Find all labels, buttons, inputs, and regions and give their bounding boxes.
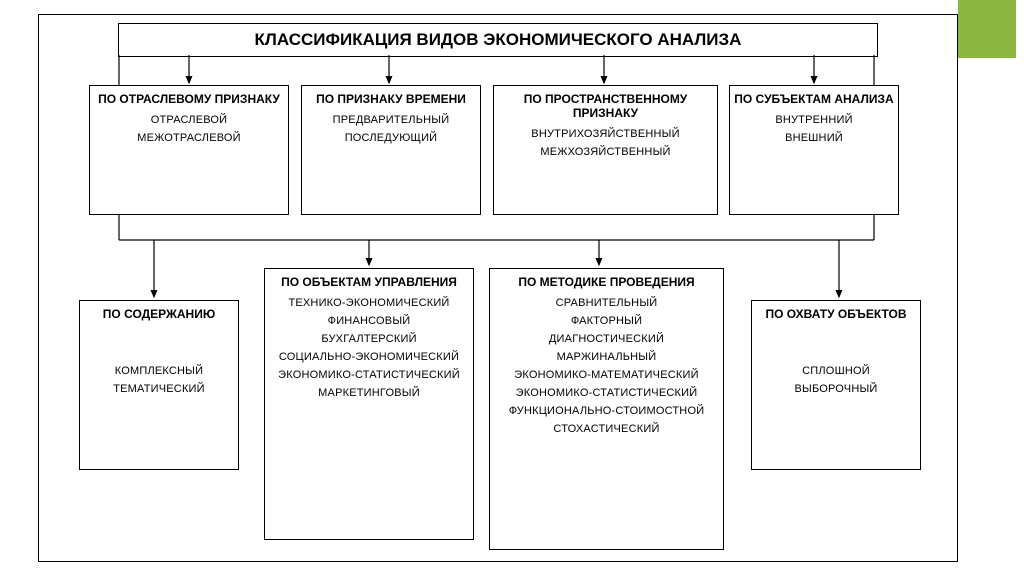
item: ЭКОНОМИКО-СТАТИСТИЧЕСКИЙ [269,369,469,381]
item: ВНУТРИХОЗЯЙСТВЕННЫЙ [498,128,713,140]
item: ВНУТРЕННИЙ [734,114,894,126]
node-subj: ПО СУБЪЕКТАМ АНАЛИЗА ВНУТРЕННИЙ ВНЕШНИЙ [729,85,899,215]
header: ПО ПРОСТРАНСТВЕННОМУ ПРИЗНАКУ [498,92,713,120]
node-otrasl: ПО ОТРАСЛЕВОМУ ПРИЗНАКУ ОТРАСЛЕВОЙ МЕЖОТ… [89,85,289,215]
item: БУХГАЛТЕРСКИЙ [269,333,469,345]
item: ЭКОНОМИКО-СТАТИСТИЧЕСКИЙ [494,387,719,399]
item: ВНЕШНИЙ [734,132,894,144]
header: ПО ОТРАСЛЕВОМУ ПРИЗНАКУ [94,92,284,106]
accent-block [958,0,1016,58]
item: КОМПЛЕКСНЫЙ [84,365,234,377]
node-vremya: ПО ПРИЗНАКУ ВРЕМЕНИ ПРЕДВАРИТЕЛЬНЫЙ ПОСЛ… [301,85,481,215]
node-ohvat: ПО ОХВАТУ ОБЪЕКТОВ СПЛОШНОЙ ВЫБОРОЧНЫЙ [751,300,921,470]
node-metod: ПО МЕТОДИКЕ ПРОВЕДЕНИЯ СРАВНИТЕЛЬНЫЙ ФАК… [489,268,724,550]
header: ПО ОХВАТУ ОБЪЕКТОВ [756,307,916,321]
item: ФИНАНСОВЫЙ [269,315,469,327]
item: МАРЖИНАЛЬНЫЙ [494,351,719,363]
item: ОТРАСЛЕВОЙ [94,114,284,126]
item: ТЕХНИКО-ЭКОНОМИЧЕСКИЙ [269,297,469,309]
item: ПОСЛЕДУЮЩИЙ [306,132,476,144]
item: СПЛОШНОЙ [756,365,916,377]
header: ПО СОДЕРЖАНИЮ [84,307,234,321]
item: СТОХАСТИЧЕСКИЙ [494,423,719,435]
header: ПО ПРИЗНАКУ ВРЕМЕНИ [306,92,476,106]
item: МЕЖОТРАСЛЕВОЙ [94,132,284,144]
item: ДИАГНОСТИЧЕСКИЙ [494,333,719,345]
item: ВЫБОРОЧНЫЙ [756,383,916,395]
item: ФУНКЦИОНАЛЬНО-СТОИМОСТНОЙ [494,405,719,417]
header: ПО ОБЪЕКТАМ УПРАВЛЕНИЯ [269,275,469,289]
item: ПРЕДВАРИТЕЛЬНЫЙ [306,114,476,126]
item: ТЕМАТИЧЕСКИЙ [84,383,234,395]
node-soderz: ПО СОДЕРЖАНИЮ КОМПЛЕКСНЫЙ ТЕМАТИЧЕСКИЙ [79,300,239,470]
item: СОЦИАЛЬНО-ЭКОНОМИЧЕСКИЙ [269,351,469,363]
diagram-title: КЛАССИФИКАЦИЯ ВИДОВ ЭКОНОМИЧЕСКОГО АНАЛИ… [118,23,878,57]
item: ЭКОНОМИКО-МАТЕМАТИЧЕСКИЙ [494,369,719,381]
header: ПО СУБЪЕКТАМ АНАЛИЗА [734,92,894,106]
node-obj: ПО ОБЪЕКТАМ УПРАВЛЕНИЯ ТЕХНИКО-ЭКОНОМИЧЕ… [264,268,474,540]
item: МЕЖХОЗЯЙСТВЕННЫЙ [498,146,713,158]
node-prostr: ПО ПРОСТРАНСТВЕННОМУ ПРИЗНАКУ ВНУТРИХОЗЯ… [493,85,718,215]
header: ПО МЕТОДИКЕ ПРОВЕДЕНИЯ [494,275,719,289]
item: ФАКТОРНЫЙ [494,315,719,327]
item: МАРКЕТИНГОВЫЙ [269,387,469,399]
item: СРАВНИТЕЛЬНЫЙ [494,297,719,309]
diagram-page: КЛАССИФИКАЦИЯ ВИДОВ ЭКОНОМИЧЕСКОГО АНАЛИ… [38,14,958,562]
